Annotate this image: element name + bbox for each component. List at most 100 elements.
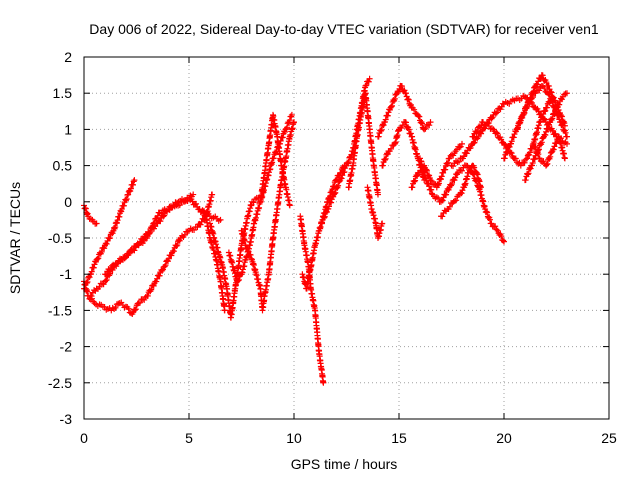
data-point-marker <box>533 150 540 157</box>
data-point-marker <box>127 185 134 192</box>
data-point-marker <box>524 155 531 162</box>
data-point-marker <box>200 208 207 215</box>
data-point-marker <box>326 203 332 210</box>
data-point-marker <box>320 379 327 386</box>
data-point-marker <box>291 119 297 126</box>
data-point-marker <box>120 202 127 209</box>
data-points <box>81 72 570 386</box>
y-tick-label: -3 <box>60 411 73 427</box>
data-point-marker <box>504 148 511 155</box>
data-point-marker <box>501 141 508 148</box>
data-point-marker <box>443 191 450 198</box>
data-point-marker <box>540 111 547 118</box>
data-point-marker <box>130 178 137 185</box>
data-point-marker <box>103 240 110 247</box>
data-point-marker <box>366 75 373 82</box>
data-point-marker <box>244 245 251 252</box>
series-arc-7 <box>196 206 228 314</box>
data-point-marker <box>453 197 460 204</box>
data-point-marker <box>446 155 453 162</box>
data-point-marker <box>537 118 544 125</box>
series-arc-24 <box>513 72 568 133</box>
data-point-marker <box>503 149 510 156</box>
data-point-marker <box>488 115 495 122</box>
series-arc-11 <box>297 213 327 386</box>
chart-title: Day 006 of 2022, Sidereal Day-to-day VTE… <box>89 21 599 37</box>
data-point-marker <box>445 159 451 166</box>
data-point-marker <box>552 108 559 115</box>
data-point-marker <box>435 195 442 202</box>
data-point-marker <box>153 278 160 285</box>
data-point-marker <box>131 177 138 184</box>
data-point-marker <box>532 144 539 151</box>
data-point-marker <box>440 169 447 176</box>
data-point-marker <box>561 155 568 162</box>
y-tick-label: 2 <box>64 49 72 65</box>
data-point-marker <box>522 177 529 184</box>
data-point-marker <box>492 223 499 230</box>
data-point-marker <box>422 125 429 132</box>
data-point-marker <box>160 213 167 220</box>
x-tick-label: 25 <box>601 430 617 446</box>
data-point-marker <box>341 168 348 175</box>
data-point-marker <box>425 180 432 187</box>
data-point-marker <box>512 155 519 162</box>
data-point-marker <box>338 175 345 182</box>
data-point-marker <box>151 219 158 226</box>
data-point-marker <box>547 153 554 160</box>
data-point-marker <box>153 215 160 222</box>
data-point-marker <box>170 248 177 255</box>
series-arc-25 <box>522 90 570 184</box>
data-point-marker <box>524 171 531 178</box>
data-point-marker <box>501 140 507 147</box>
data-point-marker <box>395 88 402 95</box>
y-tick-label: 1.5 <box>53 85 73 101</box>
data-point-marker <box>248 255 255 262</box>
data-point-marker <box>101 245 108 252</box>
data-point-marker <box>217 216 224 223</box>
data-point-marker <box>529 160 536 167</box>
data-point-marker <box>86 274 93 281</box>
data-point-marker <box>564 90 570 97</box>
data-point-marker <box>527 95 534 102</box>
data-point-marker <box>549 127 556 134</box>
y-tick-label: -1.5 <box>48 302 72 318</box>
data-point-marker <box>409 184 416 191</box>
data-point-marker <box>545 125 552 132</box>
data-point-marker <box>411 106 418 113</box>
data-point-marker <box>530 88 537 95</box>
data-point-marker <box>184 197 191 204</box>
y-tick-label: -0.5 <box>48 230 72 246</box>
data-point-marker <box>123 197 129 204</box>
data-point-marker <box>90 264 97 271</box>
series-arc-20 <box>438 162 484 220</box>
data-point-marker <box>450 163 456 170</box>
data-point-marker <box>363 82 370 89</box>
data-point-marker <box>543 104 550 111</box>
data-point-marker <box>176 237 183 244</box>
data-point-marker <box>521 109 528 116</box>
data-point-marker <box>384 151 391 158</box>
data-point-marker <box>144 292 151 299</box>
data-point-marker <box>345 158 352 165</box>
data-point-marker <box>542 107 549 114</box>
data-point-marker <box>375 191 381 198</box>
data-point-marker <box>534 81 541 88</box>
series-arc-14 <box>345 90 381 198</box>
data-point-marker <box>146 229 153 236</box>
data-point-marker <box>221 307 228 314</box>
data-point-marker <box>112 224 119 231</box>
data-point-marker <box>493 226 500 233</box>
data-point-marker <box>543 79 550 86</box>
data-point-marker <box>459 140 465 147</box>
data-point-marker <box>473 129 480 136</box>
data-point-marker <box>247 251 254 258</box>
data-point-marker <box>561 120 568 127</box>
data-point-marker <box>501 238 507 245</box>
data-point-marker <box>398 125 405 132</box>
data-point-marker <box>197 221 204 228</box>
data-point-marker <box>548 89 555 96</box>
data-point-marker <box>421 126 428 133</box>
data-point-marker <box>562 129 569 136</box>
